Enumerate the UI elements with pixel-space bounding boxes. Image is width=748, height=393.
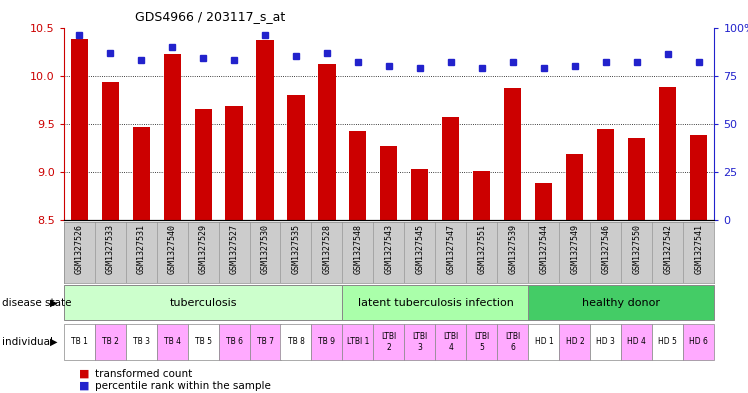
Text: individual: individual <box>2 337 53 347</box>
Text: transformed count: transformed count <box>95 369 192 379</box>
Text: TB 5: TB 5 <box>194 338 212 346</box>
Text: GSM1327526: GSM1327526 <box>75 224 84 274</box>
Text: HD 3: HD 3 <box>596 338 616 346</box>
Text: ■: ■ <box>79 381 89 391</box>
Bar <box>467 324 497 360</box>
Bar <box>536 184 553 220</box>
Text: GDS4966 / 203117_s_at: GDS4966 / 203117_s_at <box>135 10 285 23</box>
Bar <box>126 324 156 360</box>
Text: HD 6: HD 6 <box>690 338 708 346</box>
Bar <box>504 88 521 220</box>
Text: GSM1327530: GSM1327530 <box>260 224 269 274</box>
Text: TB 6: TB 6 <box>225 338 242 346</box>
Bar <box>528 285 714 320</box>
Text: TB 3: TB 3 <box>132 338 150 346</box>
Text: latent tuberculosis infection: latent tuberculosis infection <box>358 298 513 308</box>
Text: GSM1327542: GSM1327542 <box>663 224 672 274</box>
Text: LTBI
3: LTBI 3 <box>412 332 428 352</box>
Bar <box>319 64 336 220</box>
Bar <box>628 138 646 220</box>
Text: LTBI
4: LTBI 4 <box>444 332 459 352</box>
Text: HD 1: HD 1 <box>535 338 554 346</box>
Text: GSM1327535: GSM1327535 <box>292 224 301 274</box>
Text: GSM1327529: GSM1327529 <box>198 224 207 274</box>
Bar <box>94 324 126 360</box>
Text: healthy donor: healthy donor <box>583 298 660 308</box>
Text: TB 2: TB 2 <box>102 338 118 346</box>
Bar <box>598 129 614 220</box>
Bar <box>690 135 708 220</box>
Bar <box>497 324 528 360</box>
Bar <box>132 127 150 220</box>
Text: GSM1327533: GSM1327533 <box>105 224 114 274</box>
Text: GSM1327550: GSM1327550 <box>632 224 641 274</box>
Bar <box>590 324 622 360</box>
Text: tuberculosis: tuberculosis <box>169 298 237 308</box>
Bar <box>64 324 94 360</box>
Bar <box>343 285 528 320</box>
Bar <box>411 169 429 220</box>
Text: GSM1327545: GSM1327545 <box>415 224 424 274</box>
Text: GSM1327540: GSM1327540 <box>168 224 177 274</box>
Text: LTBI 1: LTBI 1 <box>347 338 370 346</box>
Bar <box>684 324 714 360</box>
Bar <box>349 132 367 220</box>
Text: GSM1327528: GSM1327528 <box>322 224 331 274</box>
Bar <box>435 324 467 360</box>
Text: GSM1327539: GSM1327539 <box>509 224 518 274</box>
Text: GSM1327546: GSM1327546 <box>601 224 610 274</box>
Text: TB 1: TB 1 <box>70 338 88 346</box>
Bar <box>566 154 583 220</box>
Bar <box>164 55 180 220</box>
Text: GSM1327541: GSM1327541 <box>694 224 703 274</box>
Text: HD 5: HD 5 <box>658 338 677 346</box>
Bar <box>280 324 311 360</box>
Bar <box>381 146 397 220</box>
Text: ■: ■ <box>79 369 89 379</box>
Text: ▶: ▶ <box>50 337 58 347</box>
Text: TB 7: TB 7 <box>257 338 274 346</box>
Bar <box>343 324 373 360</box>
Bar <box>102 83 119 220</box>
Text: LTBI
2: LTBI 2 <box>381 332 396 352</box>
Bar <box>622 324 652 360</box>
Bar <box>70 39 88 220</box>
Bar <box>405 324 435 360</box>
Text: TB 9: TB 9 <box>319 338 336 346</box>
Text: GSM1327543: GSM1327543 <box>384 224 393 274</box>
Bar <box>188 324 218 360</box>
Text: ▶: ▶ <box>50 298 58 308</box>
Text: LTBI
5: LTBI 5 <box>474 332 489 352</box>
Bar <box>528 324 560 360</box>
Bar <box>373 324 405 360</box>
Text: TB 4: TB 4 <box>164 338 180 346</box>
Text: HD 2: HD 2 <box>565 338 584 346</box>
Text: GSM1327544: GSM1327544 <box>539 224 548 274</box>
Bar <box>473 171 491 220</box>
Text: GSM1327549: GSM1327549 <box>571 224 580 274</box>
Bar <box>311 324 343 360</box>
Text: GSM1327527: GSM1327527 <box>230 224 239 274</box>
Bar <box>156 324 188 360</box>
Bar <box>257 40 274 220</box>
Text: TB 8: TB 8 <box>287 338 304 346</box>
Bar <box>218 324 250 360</box>
Text: HD 4: HD 4 <box>628 338 646 346</box>
Bar <box>659 87 676 220</box>
Text: GSM1327551: GSM1327551 <box>477 224 486 274</box>
Text: percentile rank within the sample: percentile rank within the sample <box>95 381 271 391</box>
Bar <box>652 324 684 360</box>
Bar <box>250 324 280 360</box>
Text: disease state: disease state <box>2 298 72 308</box>
Bar <box>225 107 242 220</box>
Bar <box>287 95 304 220</box>
Bar <box>64 285 343 320</box>
Bar <box>442 117 459 220</box>
Text: GSM1327531: GSM1327531 <box>137 224 146 274</box>
Text: LTBI
6: LTBI 6 <box>506 332 521 352</box>
Text: GSM1327548: GSM1327548 <box>354 224 363 274</box>
Bar <box>194 109 212 220</box>
Text: GSM1327547: GSM1327547 <box>447 224 456 274</box>
Bar <box>560 324 590 360</box>
